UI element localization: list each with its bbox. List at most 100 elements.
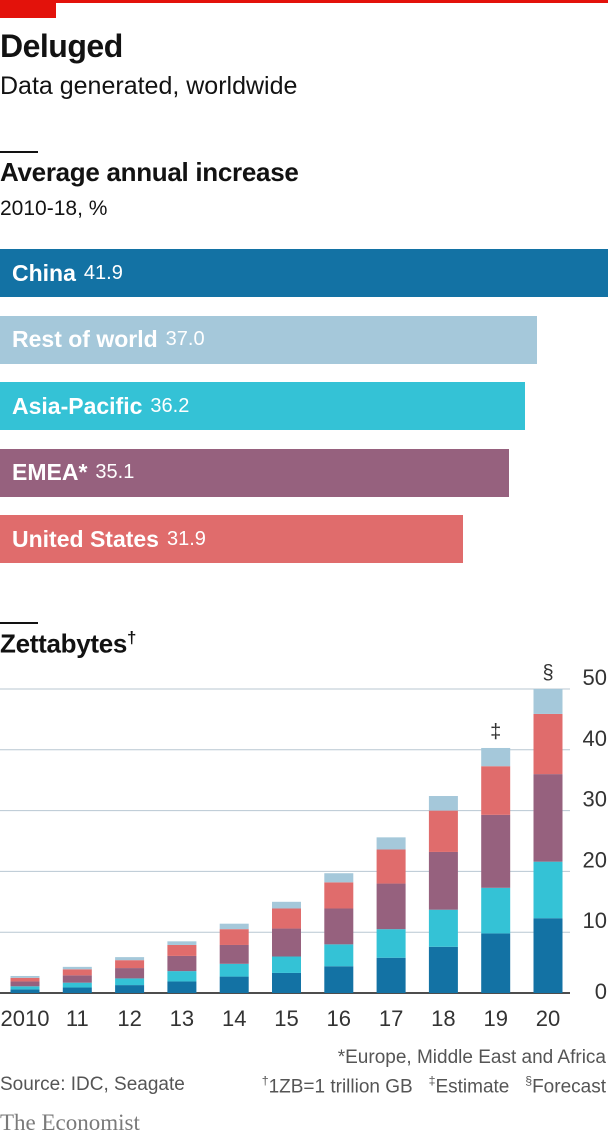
bar-segment-emea (324, 908, 354, 945)
bar-label: China (12, 259, 76, 286)
bar-united-states: United States 31.9 (0, 515, 463, 563)
bar-segment-asia-pacific (428, 909, 458, 947)
bar-segment-asia-pacific (376, 929, 406, 958)
bar-segment-china (10, 989, 40, 993)
bar-segment-asia-pacific (115, 978, 145, 986)
x-tick-label: 20 (536, 1006, 560, 1031)
y-tick-label: 20 (583, 847, 607, 872)
bar-value-label: 37.0 (165, 328, 205, 350)
bar-segment-united-states (376, 849, 406, 884)
bar-segment-china (533, 918, 563, 993)
bar-segment-rest-of-world (272, 901, 301, 909)
footnote-marks: †1ZB=1 trillion GB ‡Estimate §Forecast (261, 1074, 606, 1098)
top-accent-tag (0, 0, 56, 18)
x-tick-label: 14 (222, 1006, 246, 1031)
bar-segment-united-states (533, 713, 563, 775)
bar-emea: EMEA* 35.1 (0, 448, 510, 497)
bar-segment-emea (62, 975, 92, 983)
x-tick-label: 18 (431, 1006, 455, 1031)
bar-segment-emea (533, 774, 563, 862)
bar-segment-emea (272, 928, 301, 957)
y-tick-label: 10 (583, 908, 607, 933)
bar-segment-asia-pacific (219, 963, 249, 977)
footnote-emea: *Europe, Middle East and Africa (337, 1047, 606, 1068)
source-note: Source: IDC, Seagate (0, 1074, 185, 1095)
bar-value-label: 35.1 (95, 461, 135, 483)
bar-footnote-mark: § (542, 662, 553, 684)
y-tick-label: 30 (583, 787, 607, 812)
bar-segment-united-states (10, 977, 40, 982)
bar-segment-china (272, 972, 301, 993)
bar-segment-rest-of-world (324, 873, 354, 883)
section-rule-annual-increase (0, 151, 38, 153)
bar-segment-rest-of-world (481, 747, 511, 767)
bar-segment-united-states (167, 944, 197, 956)
bar-segment-united-states (428, 810, 458, 852)
bar-china: China 41.9 (0, 249, 608, 297)
y-tick-label: 50 (583, 665, 607, 690)
annual-increase-subtitle: 2010-18, % (0, 197, 108, 220)
section-rule-zettabytes (0, 622, 38, 624)
bar-segment-rest-of-world (533, 689, 563, 714)
annual-increase-title: Average annual increase (0, 157, 299, 187)
bar-segment-rest-of-world (10, 975, 40, 978)
zettabytes-title: Zettabytes† (0, 628, 137, 659)
bar-segment-emea (481, 814, 511, 888)
bar-label: EMEA* (12, 459, 88, 485)
bar-segment-emea (219, 944, 249, 964)
bar-segment-united-states (272, 908, 301, 929)
bar-segment-asia-pacific (62, 982, 92, 988)
x-tick-label: 13 (170, 1006, 194, 1031)
x-tick-label: 16 (327, 1006, 351, 1031)
x-tick-label: 19 (483, 1006, 507, 1031)
y-tick-label: 0 (595, 979, 607, 1004)
bar-segment-asia-pacific (167, 971, 197, 982)
x-tick-label: 11 (66, 1006, 89, 1031)
bar-segment-china (219, 976, 249, 993)
bar-segment-china (324, 966, 354, 993)
bar-segment-rest-of-world (62, 966, 92, 970)
bar-segment-china (481, 933, 511, 993)
bar-label: Rest of world (12, 326, 158, 352)
bar-segment-emea (10, 981, 40, 987)
bar-rest-of-world: Rest of world 37.0 (0, 315, 537, 364)
bar-segment-rest-of-world (115, 957, 145, 961)
bar-segment-asia-pacific (324, 944, 354, 967)
bar-asia-pacific: Asia-Pacific 36.2 (0, 382, 526, 430)
bar-segment-rest-of-world (167, 941, 197, 945)
bar-segment-emea (167, 955, 197, 972)
bar-value-label: 41.9 (83, 261, 123, 284)
bar-segment-emea (428, 851, 458, 910)
bar-segment-emea (376, 883, 406, 930)
x-tick-label: 12 (117, 1006, 141, 1031)
x-tick-label: 17 (379, 1006, 403, 1031)
y-tick-label: 40 (583, 726, 607, 751)
bar-label: Asia-Pacific (12, 392, 143, 419)
bar-segment-china (115, 985, 145, 993)
bar-segment-emea (115, 968, 145, 979)
chart-subtitle: Data generated, worldwide (0, 72, 298, 100)
bar-segment-united-states (115, 960, 145, 969)
chart-title: Deluged (0, 28, 123, 64)
bar-segment-china (428, 946, 458, 993)
bar-segment-rest-of-world (219, 923, 249, 930)
zettabytes-chart: 0 10 20 30 40 50 2010 11 12 13 14 15 16 17 18 19 ‡ 20 § (0, 662, 607, 1031)
bar-value-label: 36.2 (150, 394, 190, 417)
bar-segment-united-states (481, 766, 511, 815)
bar-segment-united-states (324, 882, 354, 909)
bar-segment-asia-pacific (481, 887, 511, 934)
x-tick-label: 2010 (1, 1006, 50, 1031)
bar-segment-china (376, 957, 406, 993)
brand-logo: The Economist (0, 1110, 140, 1135)
top-accent-rule (0, 0, 608, 3)
bar-segment-united-states (62, 969, 92, 976)
bar-footnote-mark: ‡ (490, 721, 501, 743)
bar-segment-china (62, 987, 92, 993)
bar-segment-china (167, 981, 197, 993)
bar-segment-rest-of-world (428, 796, 458, 811)
bar-label: United States (12, 525, 159, 552)
bar-segment-asia-pacific (272, 956, 301, 973)
bar-segment-asia-pacific (10, 986, 40, 990)
bar-value-label: 31.9 (166, 527, 206, 550)
x-tick-label: 15 (274, 1006, 298, 1031)
